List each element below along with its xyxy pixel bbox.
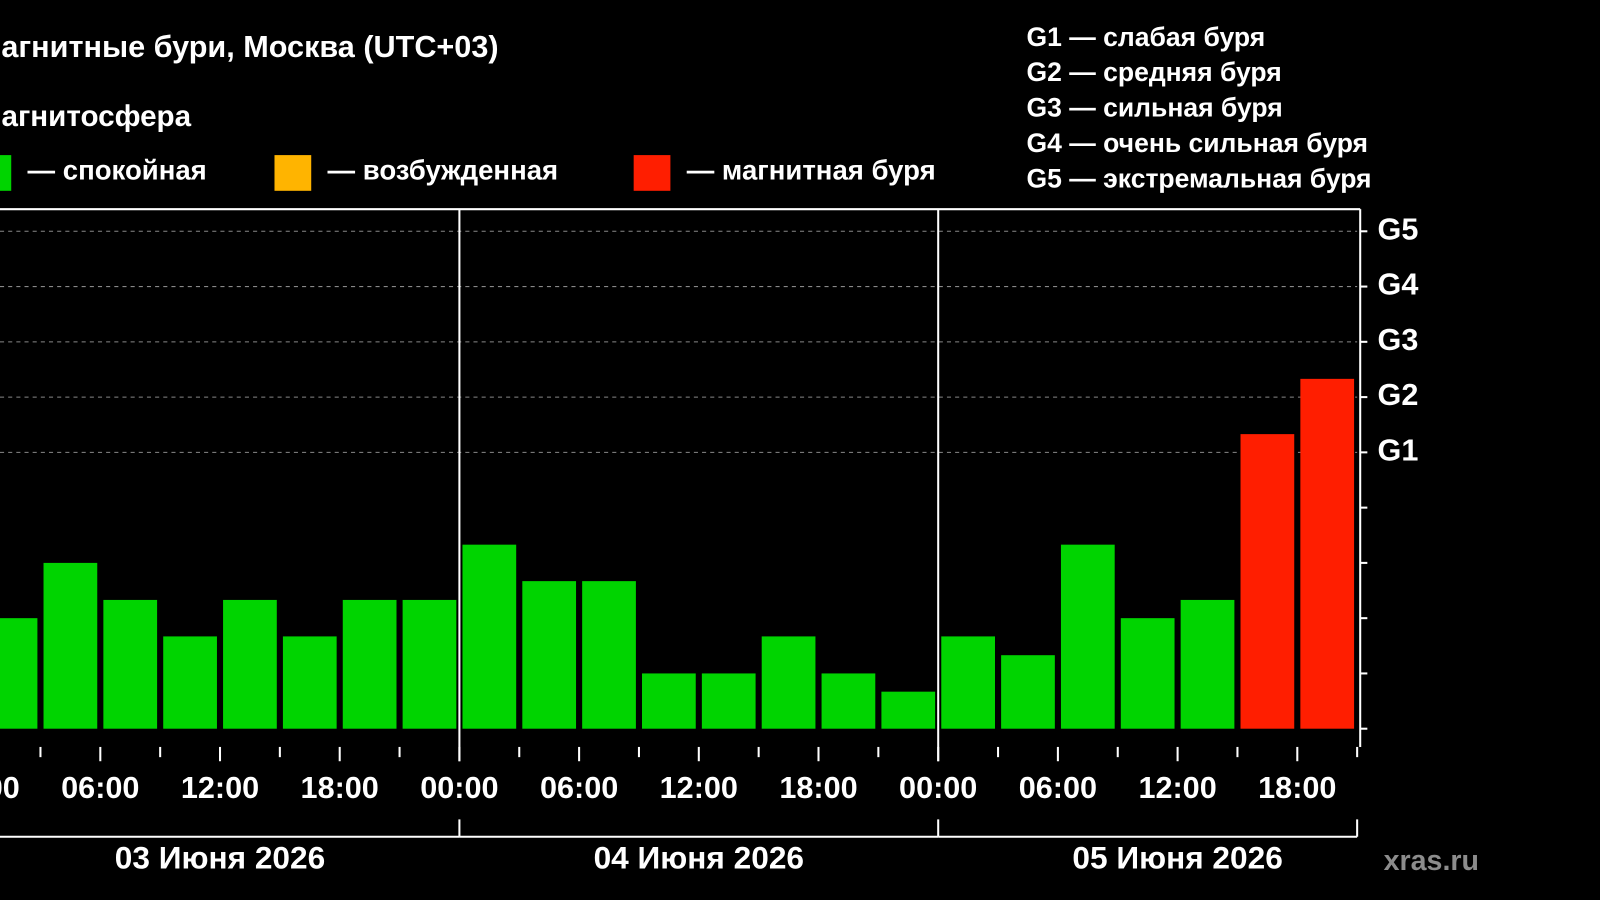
g-scale-item: G5 — экстремальная буря [1027,163,1372,193]
x-tick-label: 00:00 [0,771,20,805]
x-tick-label: 12:00 [181,771,259,805]
x-tick-label: 00:00 [420,771,498,805]
g-scale-item: G4 — очень сильная буря [1027,128,1369,158]
legend-label: — возбужденная [328,155,559,186]
x-tick-label: 00:00 [899,771,977,805]
chart-title: Магнитные бури, Москва (UTC+03) [0,30,499,64]
bar [0,618,38,729]
x-tick-label: 18:00 [1258,771,1336,805]
bar [402,599,457,729]
y-tick-label: G2 [1378,378,1419,412]
g-scale-item: G3 — сильная буря [1027,93,1283,123]
y-tick-label: G4 [1378,268,1419,302]
x-tick-label: 06:00 [540,771,618,805]
day-label: 05 Июня 2026 [1072,840,1282,876]
bar [1300,378,1355,729]
x-tick-label: 12:00 [1138,771,1216,805]
bar [761,636,816,729]
x-tick-label: 06:00 [1019,771,1097,805]
bar [701,673,756,729]
bar [941,636,995,729]
y-tick-label: G5 [1378,212,1419,246]
day-label: 04 Июня 2026 [594,840,804,876]
day-label: 03 Июня 2026 [115,840,325,876]
bar [1240,434,1295,729]
x-tick-label: 06:00 [61,771,139,805]
bar [1001,655,1055,729]
watermark: xras.ru [1384,845,1479,877]
bar [1060,544,1115,729]
g-scale-item: G1 — слабая буря [1027,22,1266,52]
bar [462,544,517,729]
bar [1180,599,1235,729]
legend-swatch [633,155,671,191]
legend-swatch [274,155,312,191]
bar [163,636,217,729]
bar [642,673,696,729]
subtitle: Магнитосфера [0,100,192,133]
g-scale-legend: G1 — слабая буря G2 — средняя буря G3 — си… [1027,22,1372,193]
x-tick-label: 12:00 [660,771,738,805]
bar [821,673,876,729]
bar [103,599,158,729]
legend-label: — спокойная [28,155,207,186]
bar [223,599,277,729]
bar [582,581,636,729]
bar [881,691,936,729]
legend-swatch [0,155,12,191]
bar [43,562,98,729]
y-tick-label: G3 [1378,323,1419,357]
bar [342,599,397,729]
y-tick-label: G1 [1378,433,1419,467]
legend-label: — магнитная буря [687,155,936,186]
bar [282,636,337,729]
bar [522,581,577,729]
bar [1120,618,1175,729]
g-scale-item: G2 — средняя буря [1027,57,1282,87]
x-tick-label: 18:00 [779,771,857,805]
x-tick-label: 18:00 [301,771,379,805]
